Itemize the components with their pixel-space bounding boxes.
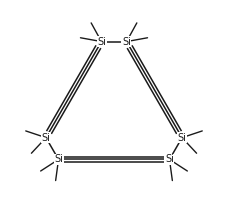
- Text: Si: Si: [54, 154, 63, 164]
- Text: Si: Si: [122, 37, 131, 47]
- Text: Si: Si: [177, 133, 186, 143]
- Text: Si: Si: [41, 133, 50, 143]
- Text: Si: Si: [96, 37, 105, 47]
- Text: Si: Si: [164, 154, 173, 164]
